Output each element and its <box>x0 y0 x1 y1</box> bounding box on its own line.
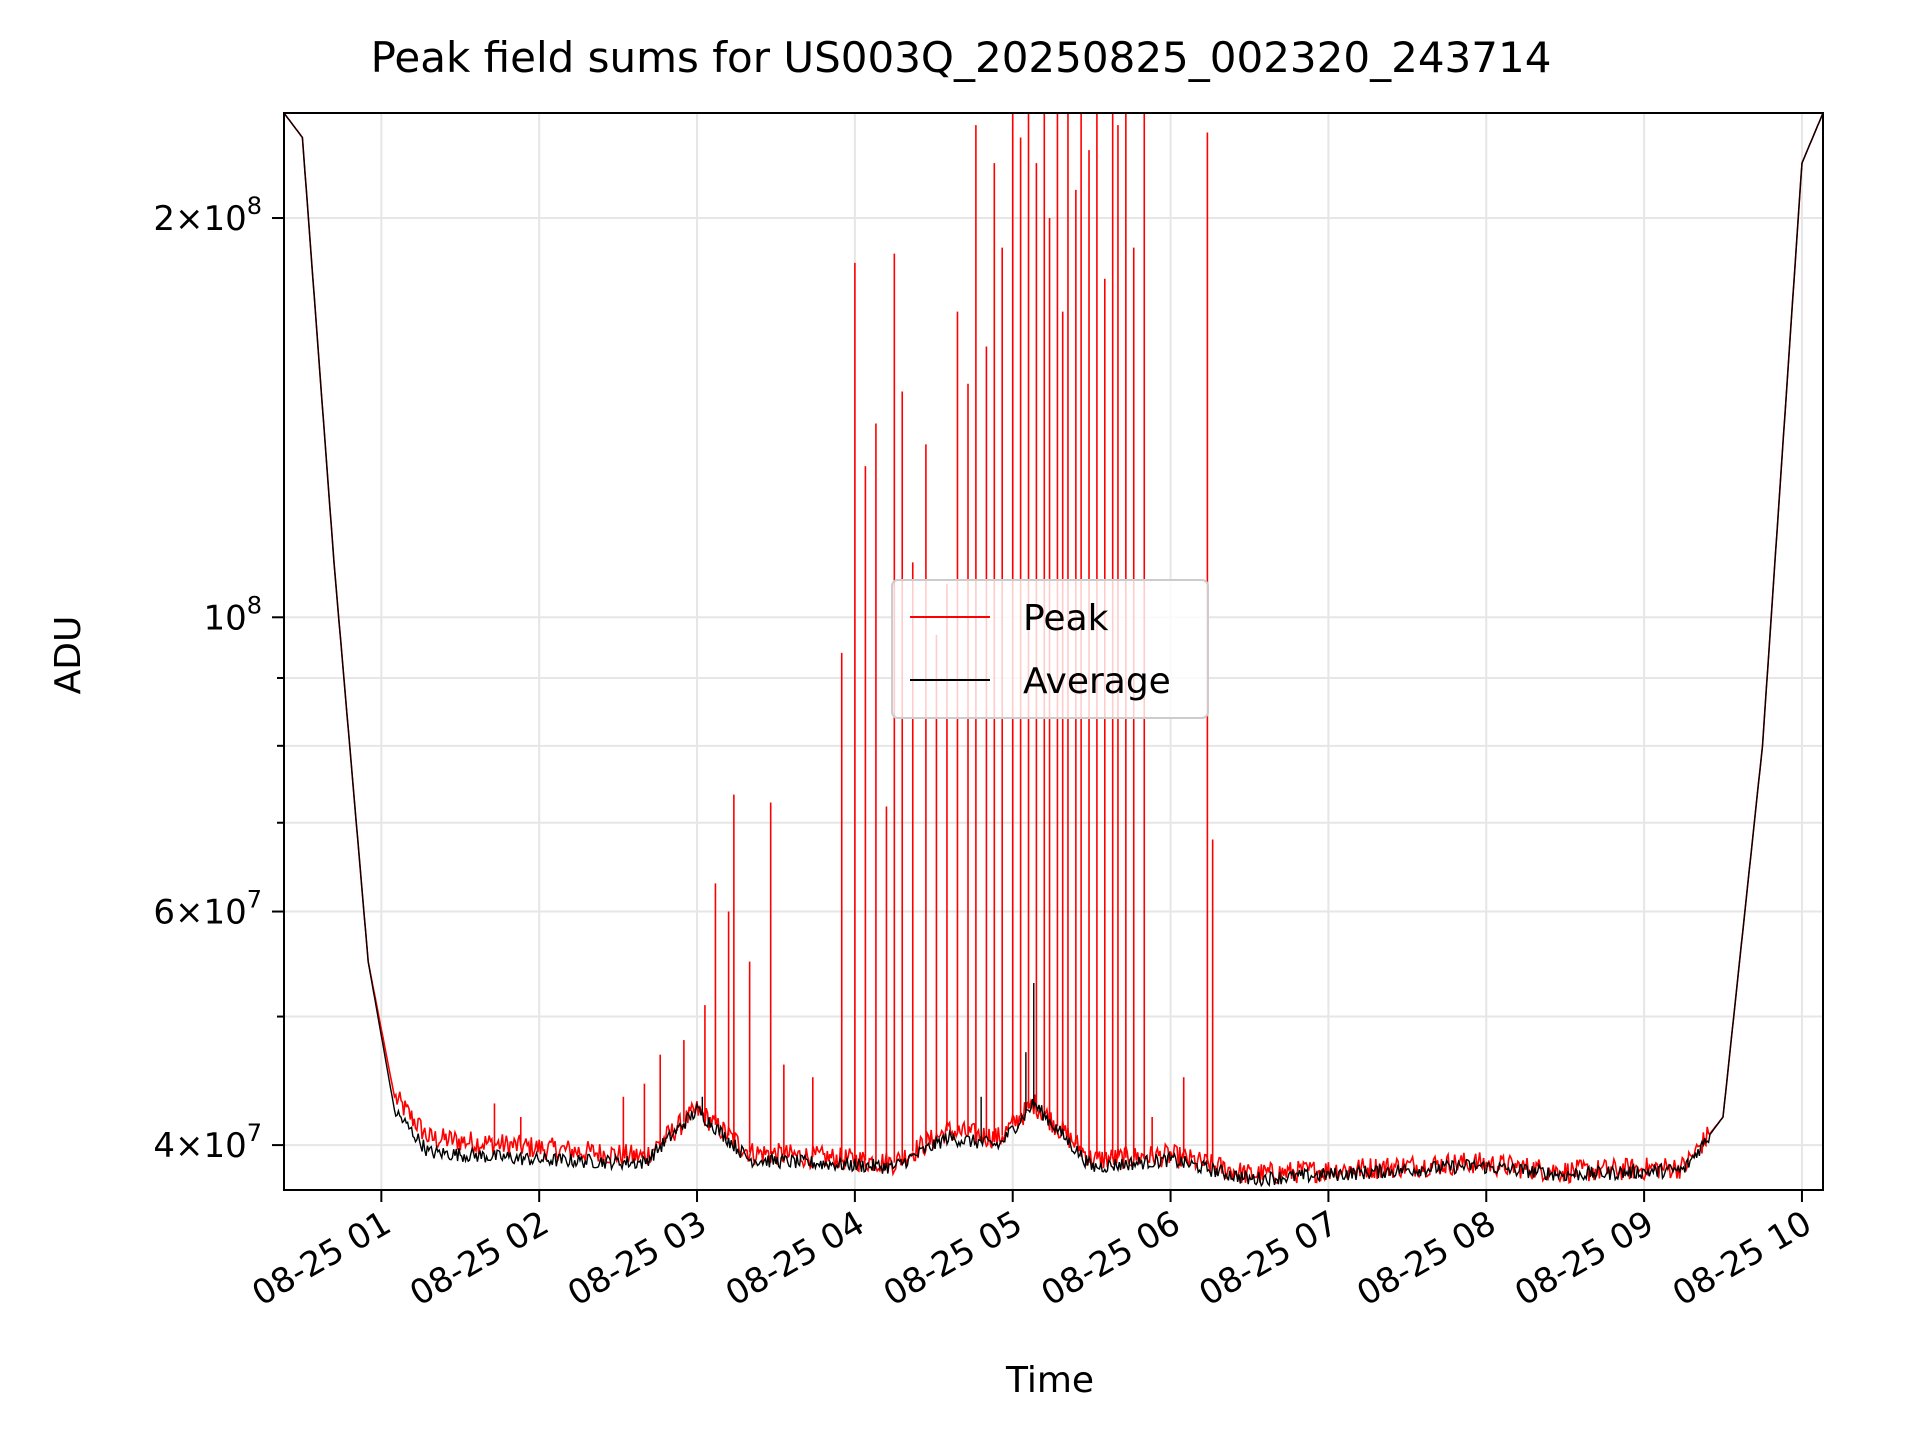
y-tick-times: × <box>175 893 204 933</box>
y-tick-label-text: 108 <box>203 591 262 638</box>
y-tick-label: 6×107 <box>153 886 262 933</box>
y-tick-exponent: 7 <box>247 1119 262 1147</box>
legend-average-label: Average <box>1023 661 1171 702</box>
y-tick-times: × <box>175 1126 204 1166</box>
y-tick-base: 10 <box>203 598 246 638</box>
y-tick-label: 4×107 <box>153 1119 262 1166</box>
chart-title: Peak field sums for US003Q_20250825_0023… <box>371 33 1552 82</box>
x-axis-label: Time <box>1005 1360 1094 1401</box>
y-tick-label: 108 <box>203 591 262 638</box>
y-tick-mantissa: 2 <box>153 199 175 239</box>
grid <box>284 113 1823 1190</box>
average-line <box>284 113 1823 1188</box>
y-tick-times: × <box>175 199 204 239</box>
y-tick-base: 10 <box>203 199 246 239</box>
y-tick-exponent: 7 <box>247 886 262 914</box>
y-tick-mantissa: 4 <box>153 1126 175 1166</box>
y-tick-label-text: 2×108 <box>153 192 262 239</box>
average-series <box>284 113 1823 1188</box>
legend: Peak Average <box>891 579 1209 719</box>
y-tick-exponent: 8 <box>247 591 262 619</box>
plot-frame <box>283 112 1824 1191</box>
y-tick-label: 2×108 <box>153 192 262 239</box>
y-tick-mantissa: 6 <box>153 893 175 933</box>
legend-peak-label: Peak <box>1023 598 1109 639</box>
y-tick-label-text: 6×107 <box>153 886 262 933</box>
y-tick-base: 10 <box>203 1126 246 1166</box>
y-axis-label: ADU <box>48 616 89 695</box>
y-tick-label-text: 4×107 <box>153 1119 262 1166</box>
y-tick-base: 10 <box>203 893 246 933</box>
legend-box <box>891 579 1209 719</box>
y-tick-exponent: 8 <box>247 192 262 220</box>
